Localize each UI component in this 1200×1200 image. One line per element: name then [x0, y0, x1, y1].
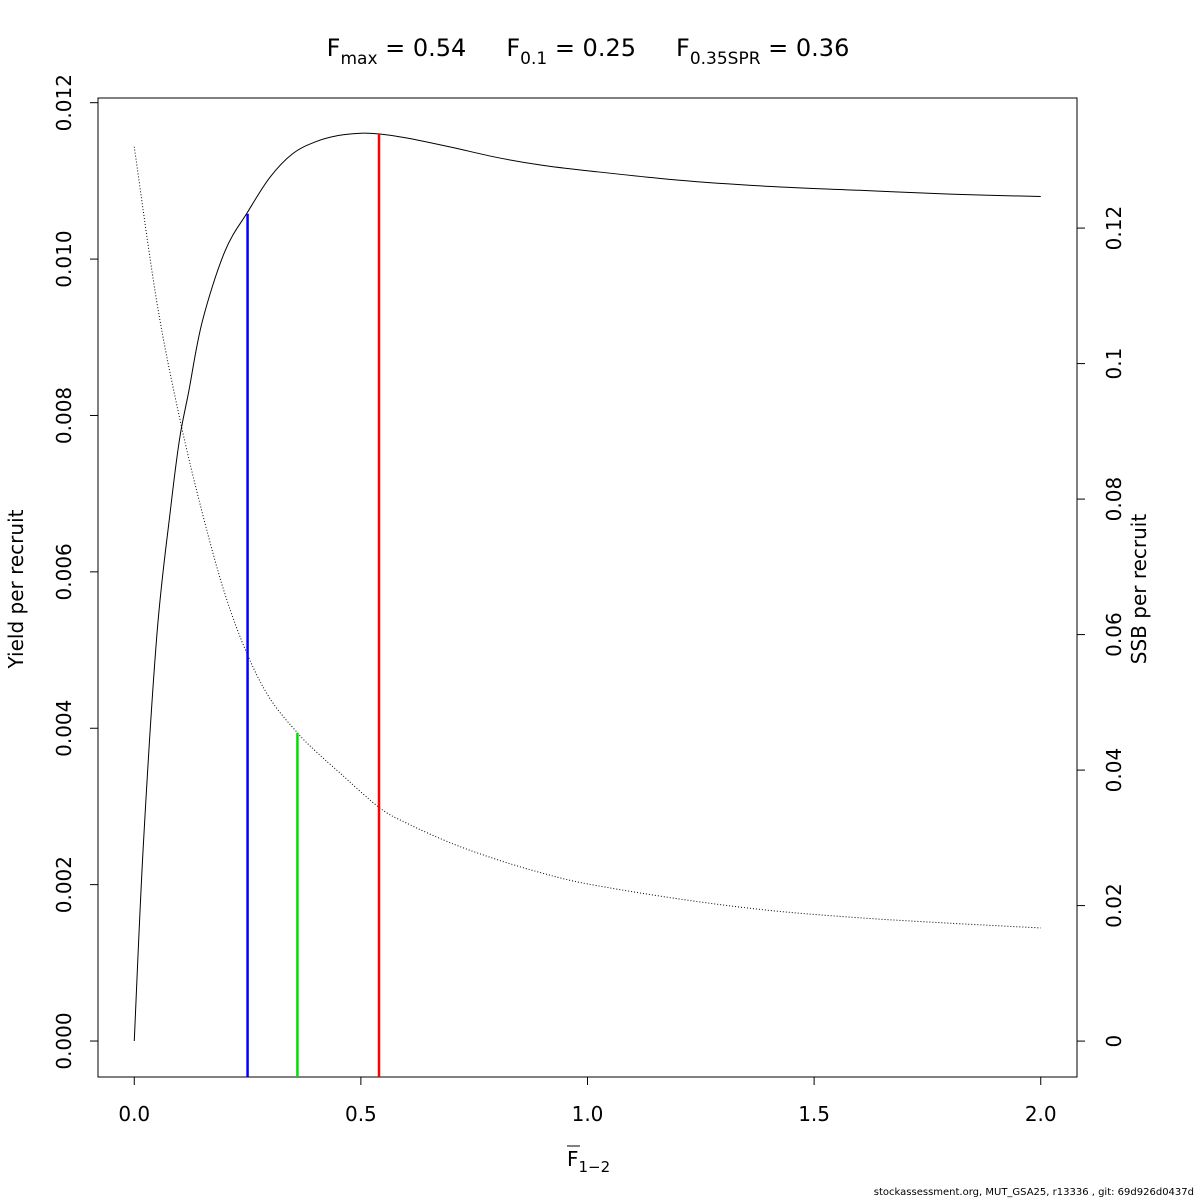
x-tick-label: 1.0 — [572, 1102, 604, 1126]
y-left-tick-label: 0.008 — [52, 387, 76, 444]
ssb-per-recruit-line — [133, 146, 1041, 929]
y-axis-left-label: Yield per recruit — [4, 509, 28, 669]
x-tick-label: 2.0 — [1025, 1102, 1057, 1126]
title-part-sub-2: 0.35SPR — [690, 49, 761, 69]
y-right-tick-label: 0.02 — [1102, 883, 1126, 928]
title-part-value-2: = 0.36 — [761, 34, 850, 62]
y-left-tick-label: 0.010 — [52, 230, 76, 287]
reference-lines — [246, 133, 381, 1077]
title-part-1: F — [506, 34, 520, 62]
title-part-value-1: = 0.25 — [547, 34, 636, 62]
title-text: Fmax = 0.54 F0.1 = 0.25 F0.35SPR = 0.36 — [327, 34, 850, 69]
y-right-tick-label: 0.06 — [1102, 612, 1126, 657]
x-tick-label: 0.5 — [345, 1102, 377, 1126]
y-left-tick-label: 0.004 — [52, 700, 76, 757]
y-right-tick-label: 0.04 — [1102, 748, 1126, 793]
y-left-tick-label: 0.006 — [52, 543, 76, 600]
y-axis-left: 0.000 0.002 0.004 0.006 0.008 0.010 0.012 — [52, 74, 99, 1070]
y-left-tick-label: 0.012 — [52, 74, 76, 131]
y-axis-right: 0 0.02 0.04 0.06 0.08 0.1 0.12 — [1076, 206, 1126, 1048]
y-left-tick-label: 0.002 — [52, 856, 76, 913]
plot-frame — [97, 97, 1078, 1078]
x-label-base: F — [567, 1147, 579, 1171]
footer-credit: stockassessment.org, MUT_GSA25, r13336 ,… — [873, 1187, 1194, 1198]
chart-title: Fmax = 0.54 F0.1 = 0.25 F0.35SPR = 0.36 — [327, 34, 850, 69]
x-axis-label: F1−2 — [567, 1145, 610, 1176]
title-part-0: F — [327, 34, 341, 62]
yield-per-recruit-line — [133, 132, 1041, 1042]
x-tick-label: 1.5 — [798, 1102, 830, 1126]
y-right-tick-label: 0.08 — [1102, 477, 1126, 522]
y-left-tick-label: 0.000 — [52, 1012, 76, 1069]
x-label-text: F1−2 — [567, 1147, 610, 1176]
y-right-tick-label: 0.1 — [1102, 348, 1126, 380]
series-group — [133, 132, 1041, 1042]
y-axis-right-label: SSB per recruit — [1127, 514, 1151, 665]
title-part-value-0: = 0.54 — [378, 34, 467, 62]
x-label-sub: 1−2 — [579, 1158, 611, 1176]
y-right-tick-label: 0 — [1102, 1035, 1126, 1048]
x-tick-label: 0.0 — [118, 1102, 150, 1126]
x-axis: 0.0 0.5 1.0 1.5 2.0 — [118, 1076, 1057, 1126]
title-part-2: F — [676, 34, 690, 62]
title-part-sub-1: 0.1 — [520, 49, 547, 69]
y-right-tick-label: 0.12 — [1102, 206, 1126, 251]
title-part-sub-0: max — [340, 49, 377, 69]
